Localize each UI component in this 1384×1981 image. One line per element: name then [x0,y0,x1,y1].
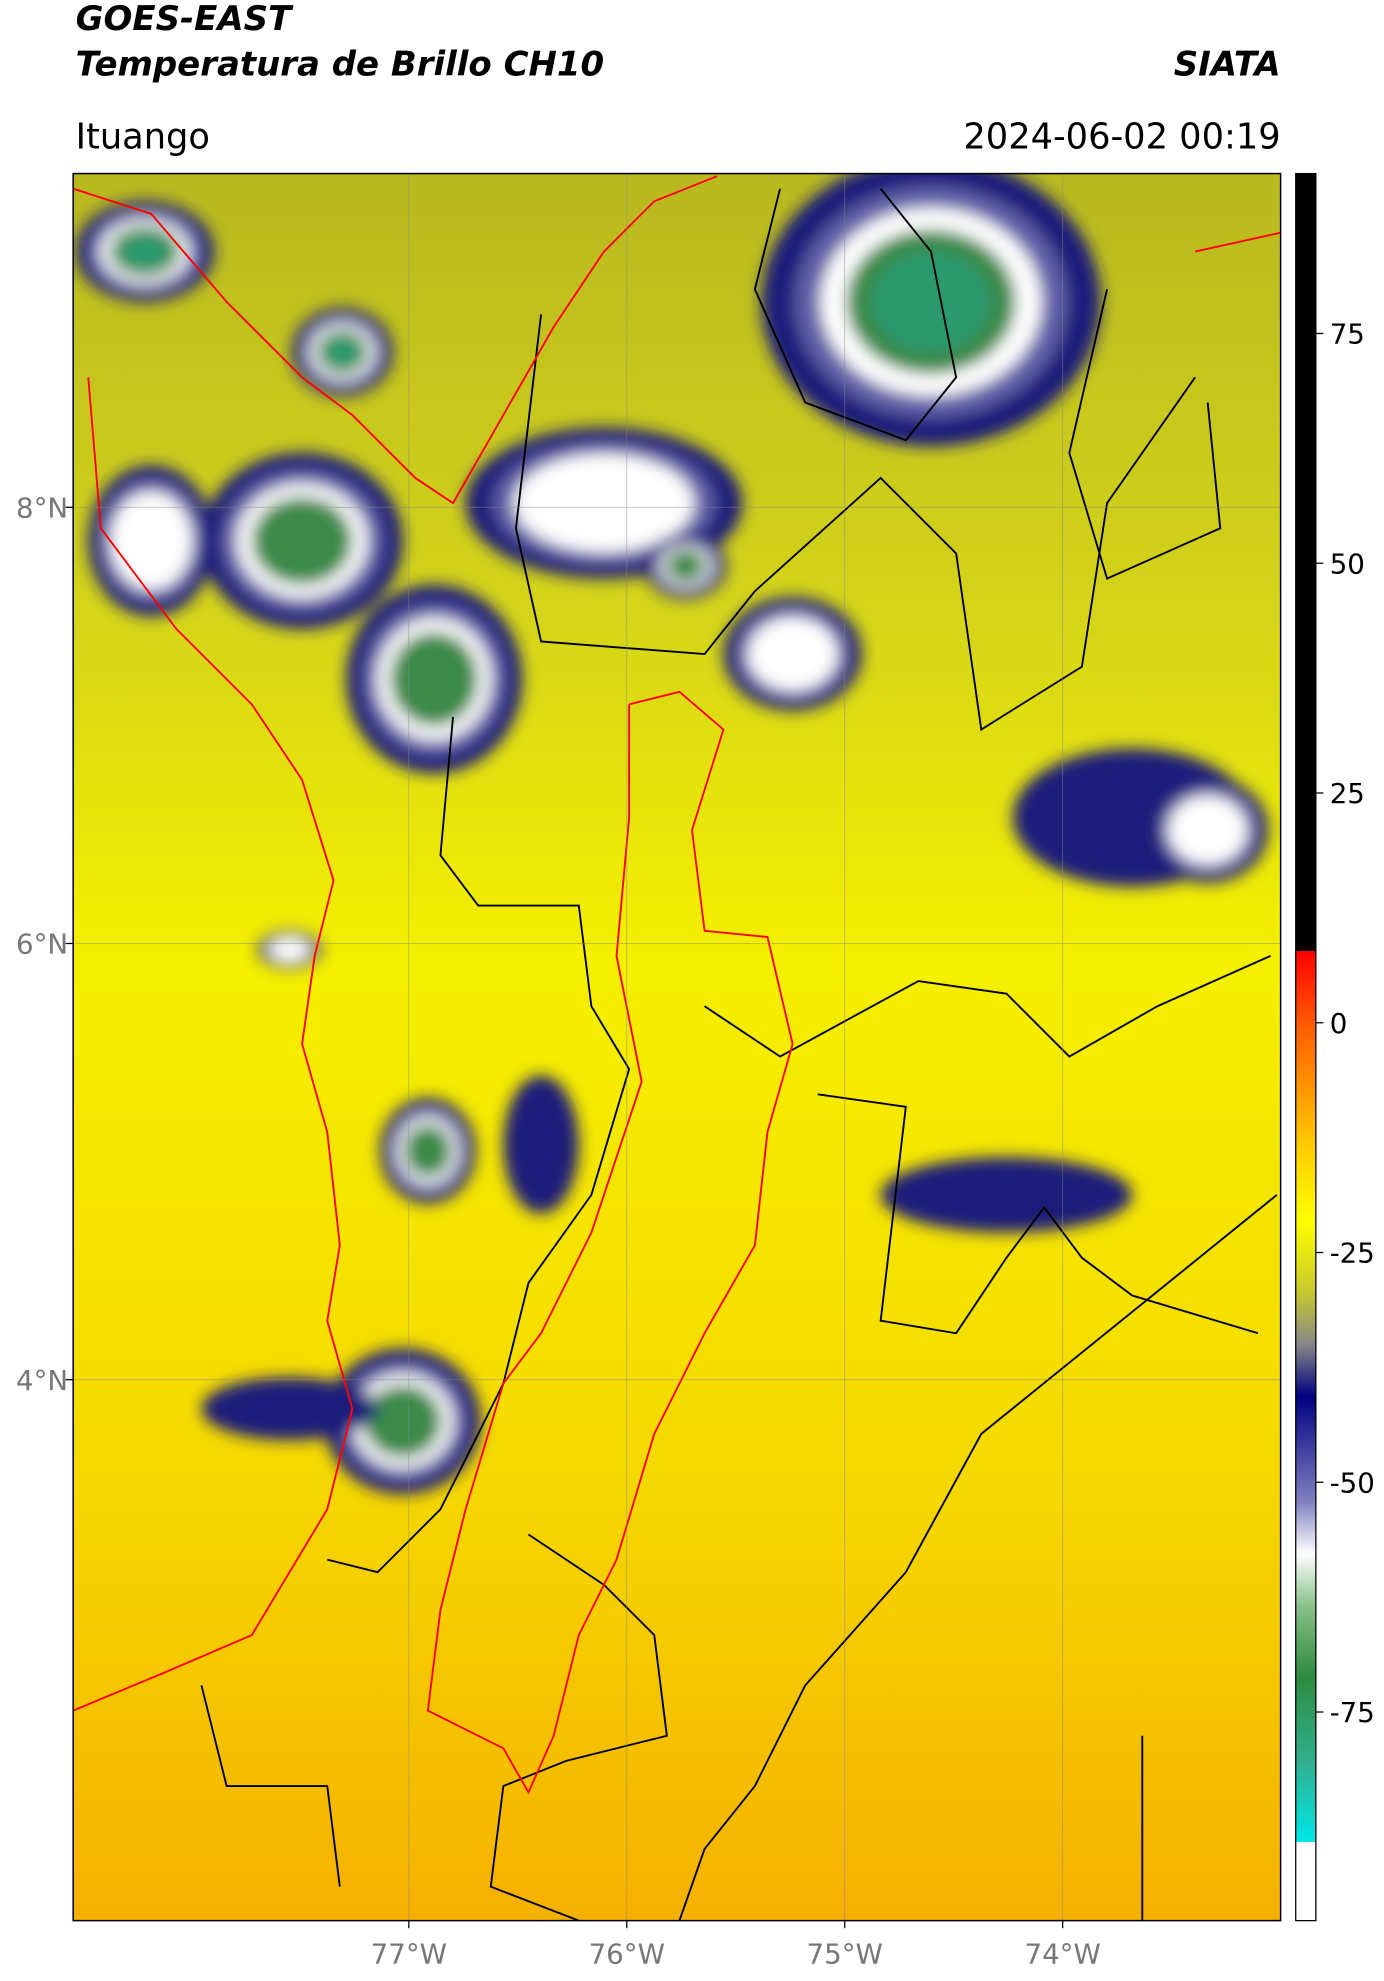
lat-label: 6°N [16,928,68,961]
source: SIATA [1174,44,1281,84]
boundary [753,188,958,442]
lon-label: 76°W [589,1937,665,1970]
boundary [678,1194,1278,1921]
cloud [390,632,479,727]
colorbar-tick-label: 25 [1330,777,1365,810]
boundary [489,1533,668,1921]
colorbar-tick-label: -50 [1330,1466,1375,1499]
cloud [269,937,310,962]
map-frame [72,172,1282,1922]
coast [1194,231,1281,253]
coastline [73,175,1281,1795]
colorbar-tick-label: 50 [1330,547,1365,580]
colorbar [1295,172,1317,1922]
colorbar-tick-label: 0 [1330,1007,1348,1040]
cloud [363,1384,442,1458]
axis-labels: 77°W 76°W 75°W 74°W 8°N 6°N 4°N [16,491,1101,1970]
colorbar-tick-label: -25 [1330,1237,1375,1270]
lon-label: 77°W [371,1937,447,1970]
coast [73,377,354,1712]
datetime: 2024-06-02 00:19 [963,116,1280,157]
lon-label: 75°W [807,1937,883,1970]
coast [73,175,718,505]
lon-label: 74°W [1024,1937,1100,1970]
boundary [1068,289,1222,580]
location: Ituango [76,116,210,157]
cloud [251,496,353,585]
cloud-layer [75,173,1269,1495]
cloud [871,251,991,353]
cloud [324,336,360,368]
graticule [73,173,1281,1921]
map-background [73,173,1281,1921]
lat-label: 8°N [16,491,68,524]
cloud [665,549,706,583]
boundary [514,314,1196,732]
cloud [403,1124,452,1178]
cloud [120,233,170,270]
colorbar-ticks: 75 50 25 0 -25 -50 -75 [1315,318,1375,1729]
colorbar-tick-label: 75 [1330,318,1365,351]
colorbar-tick-label: -75 [1330,1696,1375,1729]
boundary [817,1093,1259,1335]
boundary [704,955,1271,1058]
boundary [200,1685,341,1887]
title: GOES-EAST [76,0,294,39]
subtitle: Temperatura de Brillo CH10 [76,44,604,84]
map [73,173,1281,1921]
cloud [747,617,838,691]
cloud [503,1075,579,1214]
cloud [880,1157,1133,1233]
lat-label: 4°N [16,1364,68,1397]
boundaries [200,188,1278,1921]
department-border [426,690,794,1795]
cloud [201,1377,378,1441]
boundary [327,716,631,1574]
cloud [514,454,694,553]
cloud [1168,795,1247,865]
cloud [110,491,193,590]
